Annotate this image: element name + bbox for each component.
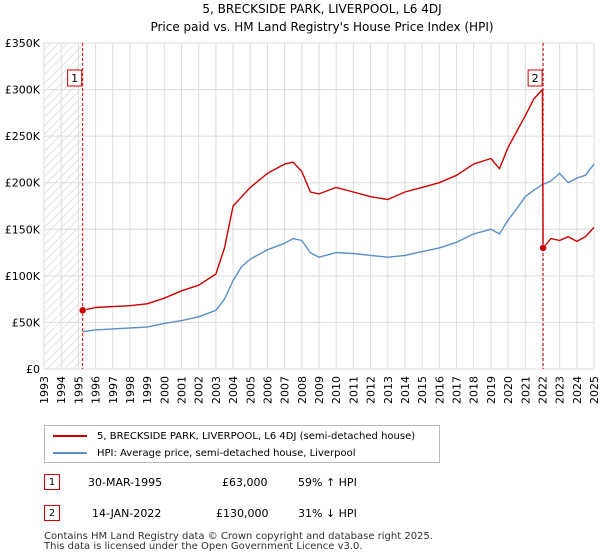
x-tick-label: 1995 bbox=[72, 376, 85, 404]
legend-item-hpi: HPI: Average price, semi-detached house,… bbox=[53, 445, 356, 461]
x-tick-label: 2011 bbox=[347, 376, 360, 404]
y-tick-label: £250K bbox=[5, 130, 41, 143]
y-tick-label: £150K bbox=[5, 223, 41, 236]
hpi-line bbox=[82, 163, 595, 333]
legend: 5, BRECKSIDE PARK, LIVERPOOL, L6 4DJ (se… bbox=[44, 425, 440, 463]
x-tick-label: 2004 bbox=[227, 376, 240, 404]
y-tick-label: £200K bbox=[5, 177, 41, 190]
x-tick-label: 1997 bbox=[107, 376, 120, 404]
y-tick-label: £0 bbox=[26, 363, 40, 376]
x-tick-label: 2005 bbox=[244, 376, 257, 404]
x-tick-label: 2009 bbox=[313, 376, 326, 404]
x-tick-label: 2008 bbox=[296, 376, 309, 404]
x-tick-label: 1996 bbox=[90, 376, 103, 404]
sale-badge-label: 2 bbox=[532, 72, 539, 85]
legend-label-property: 5, BRECKSIDE PARK, LIVERPOOL, L6 4DJ (se… bbox=[97, 430, 416, 442]
chart-title: 5, BRECKSIDE PARK, LIVERPOOL, L6 4DJ bbox=[202, 2, 441, 16]
sale-badge-box bbox=[527, 69, 543, 87]
legend-swatch-hpi bbox=[53, 452, 87, 454]
transaction-hpi: 59% ↑ HPI bbox=[298, 476, 357, 489]
transaction-badge: 1 bbox=[44, 474, 60, 490]
x-tick-label: 1998 bbox=[124, 376, 137, 404]
price-chart: 5, BRECKSIDE PARK, LIVERPOOL, L6 4DJ Pri… bbox=[5, 2, 600, 404]
transaction-date: 30-MAR-1995 bbox=[88, 476, 163, 489]
y-tick-label: £50K bbox=[12, 316, 41, 329]
x-tick-label: 2014 bbox=[399, 376, 412, 404]
x-tick-label: 2006 bbox=[261, 376, 274, 404]
x-tick-label: 2022 bbox=[536, 376, 549, 404]
x-tick-label: 1994 bbox=[55, 376, 68, 404]
transaction-hpi: 31% ↓ HPI bbox=[298, 507, 357, 520]
sale-badge-box bbox=[67, 69, 83, 87]
transaction-date: 14-JAN-2022 bbox=[92, 507, 162, 520]
x-tick-label: 1999 bbox=[141, 376, 154, 404]
x-tick-label: 2012 bbox=[365, 376, 378, 404]
sale-point bbox=[539, 244, 547, 252]
x-tick-label: 2017 bbox=[451, 376, 464, 404]
x-tick-label: 2019 bbox=[485, 376, 498, 404]
x-tick-label: 1993 bbox=[38, 376, 51, 404]
y-tick-label: £350K bbox=[5, 37, 41, 50]
x-tick-label: 2003 bbox=[210, 376, 223, 404]
transaction-badge: 2 bbox=[44, 505, 60, 521]
x-tick-label: 2013 bbox=[382, 376, 395, 404]
legend-item-property: 5, BRECKSIDE PARK, LIVERPOOL, L6 4DJ (se… bbox=[53, 428, 415, 444]
x-tick-label: 2018 bbox=[468, 376, 481, 404]
x-tick-label: 2021 bbox=[519, 376, 532, 404]
x-tick-label: 2001 bbox=[176, 376, 189, 404]
x-tick-label: 2015 bbox=[416, 376, 429, 404]
property-price-line bbox=[82, 88, 595, 311]
series-group bbox=[82, 88, 595, 333]
sale-badge-label: 1 bbox=[71, 72, 78, 85]
pre-data-hatch bbox=[44, 43, 83, 369]
sale-point bbox=[78, 306, 87, 315]
y-tick-label: £300K bbox=[5, 84, 41, 97]
x-tick-label: 2016 bbox=[433, 376, 446, 404]
x-tick-label: 2010 bbox=[330, 376, 343, 404]
x-tick-label: 2025 bbox=[588, 376, 600, 404]
x-tick-label: 2002 bbox=[193, 376, 206, 404]
table-row: 1 30-MAR-1995 £63,000 59% ↑ HPI bbox=[44, 474, 364, 492]
x-tick-label: 2000 bbox=[158, 376, 171, 404]
x-tick-label: 2023 bbox=[554, 376, 567, 404]
x-tick-label: 2024 bbox=[571, 376, 584, 404]
chart-subtitle: Price paid vs. HM Land Registry's House … bbox=[150, 20, 493, 34]
table-row: 2 14-JAN-2022 £130,000 31% ↓ HPI bbox=[44, 505, 364, 523]
legend-label-hpi: HPI: Average price, semi-detached house,… bbox=[97, 447, 356, 459]
footer: Contains HM Land Registry data © Crown c… bbox=[44, 532, 433, 552]
grid bbox=[43, 42, 595, 370]
footer-line-1: Contains HM Land Registry data © Crown c… bbox=[44, 531, 433, 542]
y-tick-label: £100K bbox=[5, 270, 41, 283]
legend-swatch-property bbox=[53, 435, 87, 437]
transaction-price: £130,000 bbox=[216, 507, 269, 520]
transaction-price: £63,000 bbox=[222, 476, 268, 489]
x-tick-label: 2020 bbox=[502, 376, 515, 404]
x-tick-label: 2007 bbox=[279, 376, 292, 404]
axes: £0 £50K £100K £150K £200K £250K £300K £350K 1993… bbox=[5, 37, 600, 404]
footer-line-2: This data is licensed under the Open Gov… bbox=[44, 541, 363, 552]
